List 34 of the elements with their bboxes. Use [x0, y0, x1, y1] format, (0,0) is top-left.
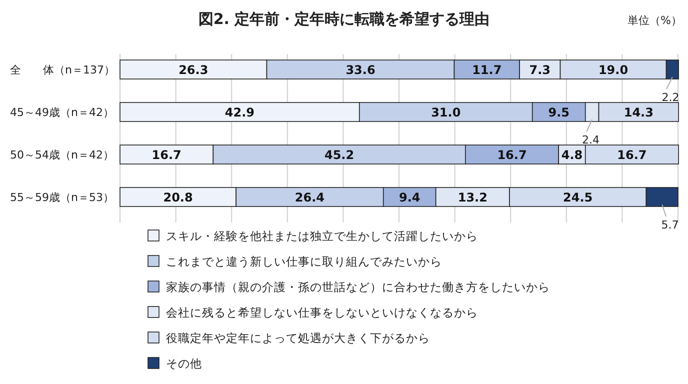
- legend-label: 家族の事情（親の介護・孫の世話など）に合わせた働き方をしたいから: [166, 280, 550, 294]
- legend-label: 会社に残ると希望しない仕事をしないといけなくなるから: [166, 306, 478, 320]
- data-label: 20.8: [163, 190, 193, 204]
- data-label: 14.3: [624, 106, 654, 120]
- data-label: 11.7: [472, 63, 502, 77]
- data-label: 16.7: [152, 148, 182, 162]
- data-label: 9.5: [548, 106, 570, 120]
- data-label: 16.7: [617, 148, 647, 162]
- data-label: 45.2: [324, 148, 354, 162]
- data-label: 13.2: [458, 190, 488, 204]
- legend-label: スキル・経験を他社または独立で生かして活躍したいから: [166, 229, 478, 243]
- data-label: 16.7: [497, 148, 527, 162]
- data-label: 2.2: [662, 91, 680, 104]
- data-label: 2.4: [582, 134, 600, 146]
- data-label: 5.7: [661, 218, 679, 232]
- legend-label: その他: [166, 356, 202, 370]
- legend-label: 役職定年や定年によって処遇が大きく下がるから: [166, 331, 430, 345]
- text: 単位（%）: [628, 14, 682, 27]
- data-label: 4.8: [561, 148, 583, 162]
- y-tick-label: 45～49歳（n＝42）: [10, 106, 114, 119]
- data-label: 24.5: [563, 190, 593, 204]
- data-label: 9.4: [398, 190, 420, 204]
- data-label: 26.4: [294, 190, 325, 204]
- data-label: 31.0: [431, 106, 461, 120]
- data-label: 7.3: [529, 63, 551, 77]
- data-label: 33.6: [346, 63, 376, 77]
- y-tick-label: 全 体（n＝137）: [10, 64, 115, 76]
- data-label: 42.9: [224, 106, 254, 120]
- y-tick-label: 55～59歳（n＝53）: [10, 191, 114, 204]
- chart-title: 図2. 定年前・定年時に転職を希望する理由: [198, 10, 490, 28]
- y-tick-label: 50～54歳（n＝42）: [10, 148, 114, 162]
- data-label: 19.0: [598, 63, 628, 77]
- data-label: 26.3: [178, 63, 208, 77]
- legend-label: これまでと違う新しい仕事に取り組んでみたいから: [166, 254, 442, 268]
